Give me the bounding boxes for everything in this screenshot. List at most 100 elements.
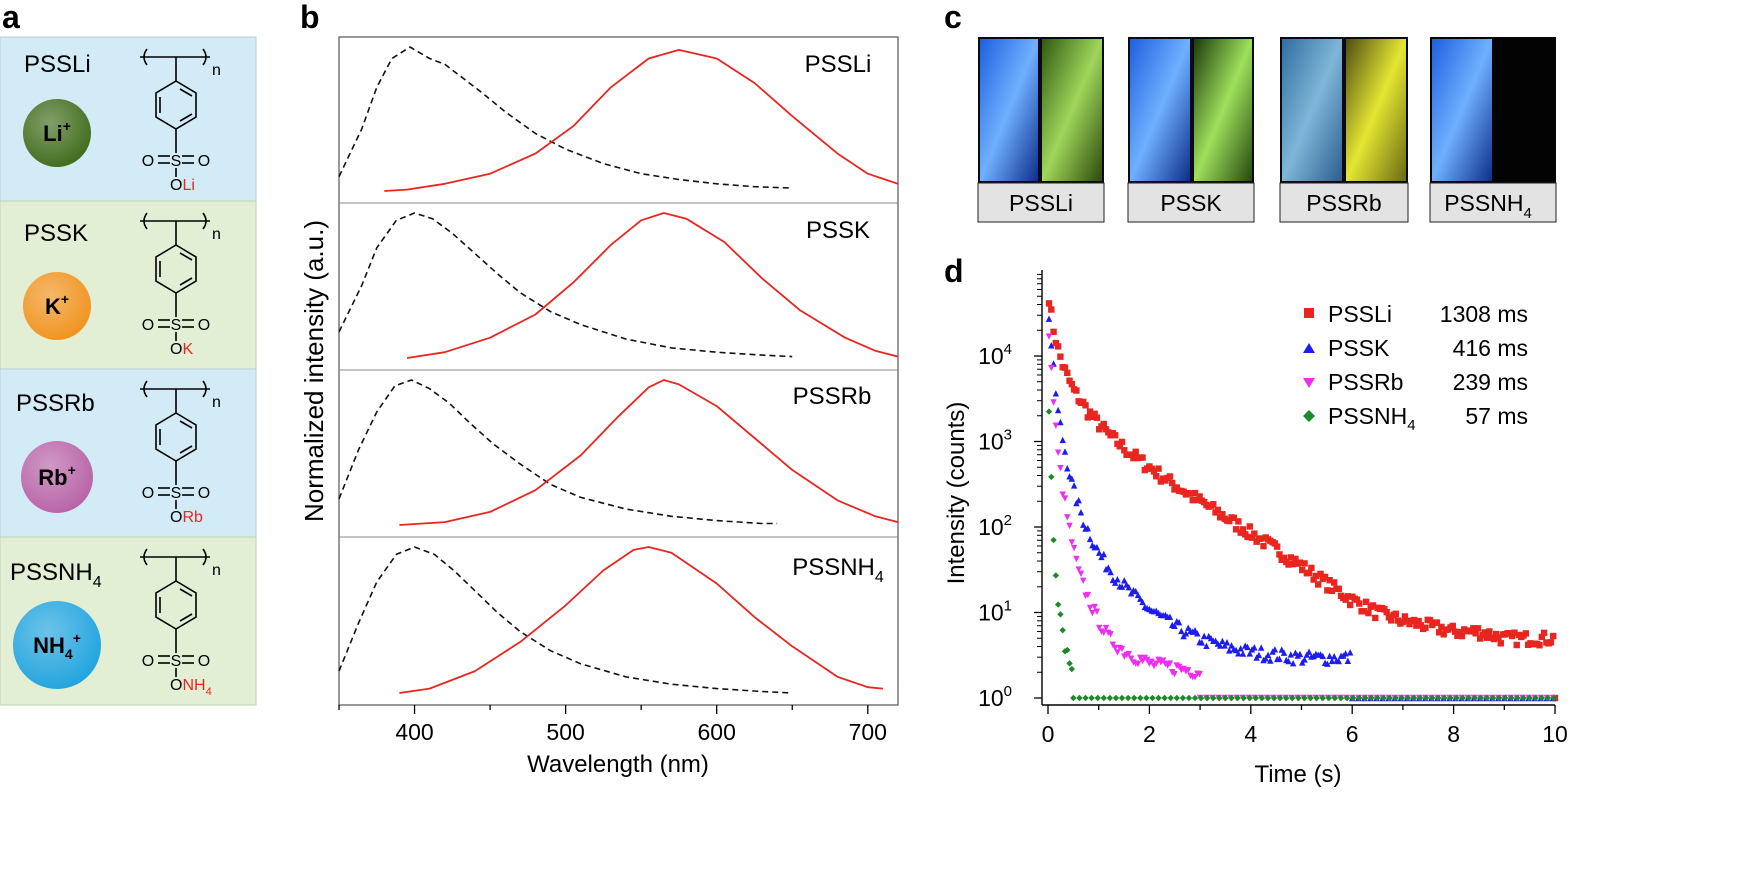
data-point: [1342, 596, 1349, 603]
data-point: [1114, 649, 1121, 656]
data-point: [1076, 694, 1083, 702]
data-point: [1116, 443, 1123, 450]
data-point: [1134, 591, 1142, 599]
excitation-curve: [338, 212, 793, 358]
data-point: [1544, 694, 1552, 702]
data-point: [1130, 454, 1137, 462]
data-point: [1536, 642, 1543, 649]
data-point: [1080, 398, 1087, 406]
data-point: [1526, 694, 1533, 702]
x-tick-label: 0: [1042, 721, 1055, 747]
legend-item-pssli: PSSLi 1308 ms: [1304, 301, 1528, 327]
data-point: [1089, 609, 1096, 617]
subplot-3: [338, 379, 899, 526]
data-point: [1050, 536, 1057, 544]
legend-lifetime: 57 ms: [1465, 403, 1528, 429]
data-point: [1068, 539, 1076, 546]
emission-curve: [384, 49, 899, 192]
sulfonyl-o-left: O: [142, 653, 154, 670]
data-point: [1331, 694, 1339, 702]
x-tick-label: 10: [1542, 721, 1568, 747]
data-point: [1301, 656, 1308, 663]
repeat-n: n: [212, 562, 221, 579]
data-point: [1061, 448, 1069, 455]
compound-name: PSSNH4: [10, 559, 102, 591]
data-point: [1532, 694, 1539, 702]
data-point: [1451, 628, 1459, 635]
data-point: [1481, 629, 1488, 636]
data-point: [1050, 399, 1057, 406]
data-point: [1410, 616, 1418, 624]
data-point: [1273, 543, 1281, 550]
data-point: [1191, 694, 1199, 702]
sulfonyl-o-left: O: [142, 317, 154, 334]
data-point: [1246, 523, 1253, 530]
data-point: [1230, 514, 1238, 522]
data-point: [1276, 655, 1283, 662]
data-point: [1301, 560, 1308, 567]
data-point: [1287, 651, 1295, 658]
data-point: [1050, 328, 1057, 336]
data-point: [1331, 579, 1338, 586]
legend-marker: [1303, 343, 1315, 353]
legend-label: PSSLi: [1328, 301, 1392, 327]
photo-label: PSSRb: [1306, 190, 1381, 216]
data-point: [1127, 451, 1135, 458]
data-point: [1114, 576, 1121, 583]
data-point: [1538, 694, 1546, 702]
subplot-label-pssk: PSSK: [806, 217, 870, 244]
y-tick-label: 102: [978, 512, 1012, 540]
data-point: [1100, 550, 1107, 558]
data-point: [1264, 694, 1272, 702]
data-point: [1111, 644, 1119, 652]
data-point: [1118, 583, 1126, 590]
data-point: [1490, 635, 1498, 643]
data-point: [1070, 482, 1078, 489]
data-point: [1362, 694, 1369, 702]
panel-label-c: c: [944, 0, 962, 35]
legend-label: PSSRb: [1328, 369, 1403, 395]
data-point: [1196, 493, 1203, 500]
data-point: [1111, 579, 1119, 586]
data-point: [1292, 555, 1299, 563]
y-axis-label: Intensity (counts): [943, 402, 970, 585]
data-point: [1342, 650, 1349, 657]
data-point: [1401, 613, 1409, 620]
data-point: [1454, 632, 1461, 639]
data-point: [1301, 694, 1308, 702]
data-point: [1068, 475, 1076, 482]
photo-label-box: [1429, 182, 1557, 223]
excitation-curve: [338, 379, 778, 525]
panel-label-a: a: [2, 0, 20, 35]
data-point: [1252, 694, 1260, 702]
x-axis-label: Wavelength (nm): [527, 751, 709, 778]
data-point: [1369, 602, 1377, 609]
x-tick-label: 2: [1143, 721, 1156, 747]
data-point: [1426, 617, 1434, 624]
data-point: [1307, 694, 1314, 702]
data-point: [1070, 694, 1077, 702]
repeat-n: n: [212, 62, 221, 79]
data-point: [1086, 408, 1094, 415]
data-point: [1187, 490, 1194, 497]
data-point: [1184, 667, 1192, 674]
photo-uv-on: [1282, 39, 1342, 181]
data-point: [1102, 624, 1110, 632]
data-point: [1508, 632, 1516, 640]
data-point: [1059, 627, 1066, 634]
data-point: [1423, 694, 1430, 702]
monomer-structure: [140, 48, 210, 177]
ion-sphere-highlight: [23, 272, 91, 340]
data-point: [1070, 544, 1078, 552]
data-point: [1550, 632, 1557, 640]
data-point: [1084, 524, 1091, 532]
data-point: [1416, 694, 1424, 702]
data-point: [1513, 641, 1520, 649]
subplot-label-pssnh4: PSSNH4: [792, 554, 884, 586]
counterion-label: ONH4: [170, 677, 212, 698]
data-point: [1054, 406, 1062, 414]
photo-uv-off: [1346, 39, 1406, 181]
data-point: [1399, 618, 1406, 626]
counterion-label: OK: [170, 341, 193, 358]
data-point: [1257, 535, 1265, 542]
